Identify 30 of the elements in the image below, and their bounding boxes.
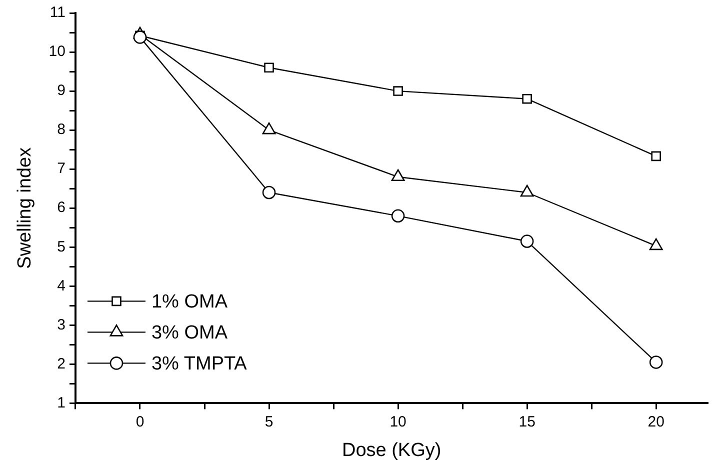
x-tick-label: 10 [390, 413, 406, 430]
x-tick-label: 20 [648, 413, 664, 430]
point [649, 356, 663, 369]
y-tick-label: 3 [57, 316, 66, 334]
legend-label: 3% OMA [151, 322, 228, 344]
legend-label: 3% TMPTA [151, 353, 248, 374]
y-axis-title: Swelling index [14, 146, 36, 269]
y-tick-label: 1 [57, 394, 66, 412]
point [133, 30, 147, 44]
point [264, 62, 274, 73]
point [520, 234, 534, 248]
y-tick-label: 8 [57, 121, 66, 138]
x-tick-label: 15 [518, 413, 536, 430]
y-tick-label: 4 [57, 277, 66, 294]
y-tick-label: 5 [57, 238, 66, 256]
point [391, 209, 405, 223]
point [262, 186, 276, 200]
point [522, 94, 532, 104]
y-tick-label: 10 [48, 43, 66, 60]
y-tick-label: 9 [57, 82, 66, 100]
point [651, 151, 661, 162]
y-tick-label: 2 [57, 355, 66, 372]
x-tick-label: 5 [264, 413, 274, 430]
x-axis-title: Dose (KGy) [342, 440, 442, 461]
legend-label: 1% OMA [151, 291, 228, 312]
y-tick-label: 11 [50, 4, 66, 22]
y-tick-label: 7 [57, 160, 66, 178]
x-tick-label: 0 [136, 413, 144, 430]
point [393, 86, 403, 96]
y-tick-label: 6 [57, 199, 66, 216]
